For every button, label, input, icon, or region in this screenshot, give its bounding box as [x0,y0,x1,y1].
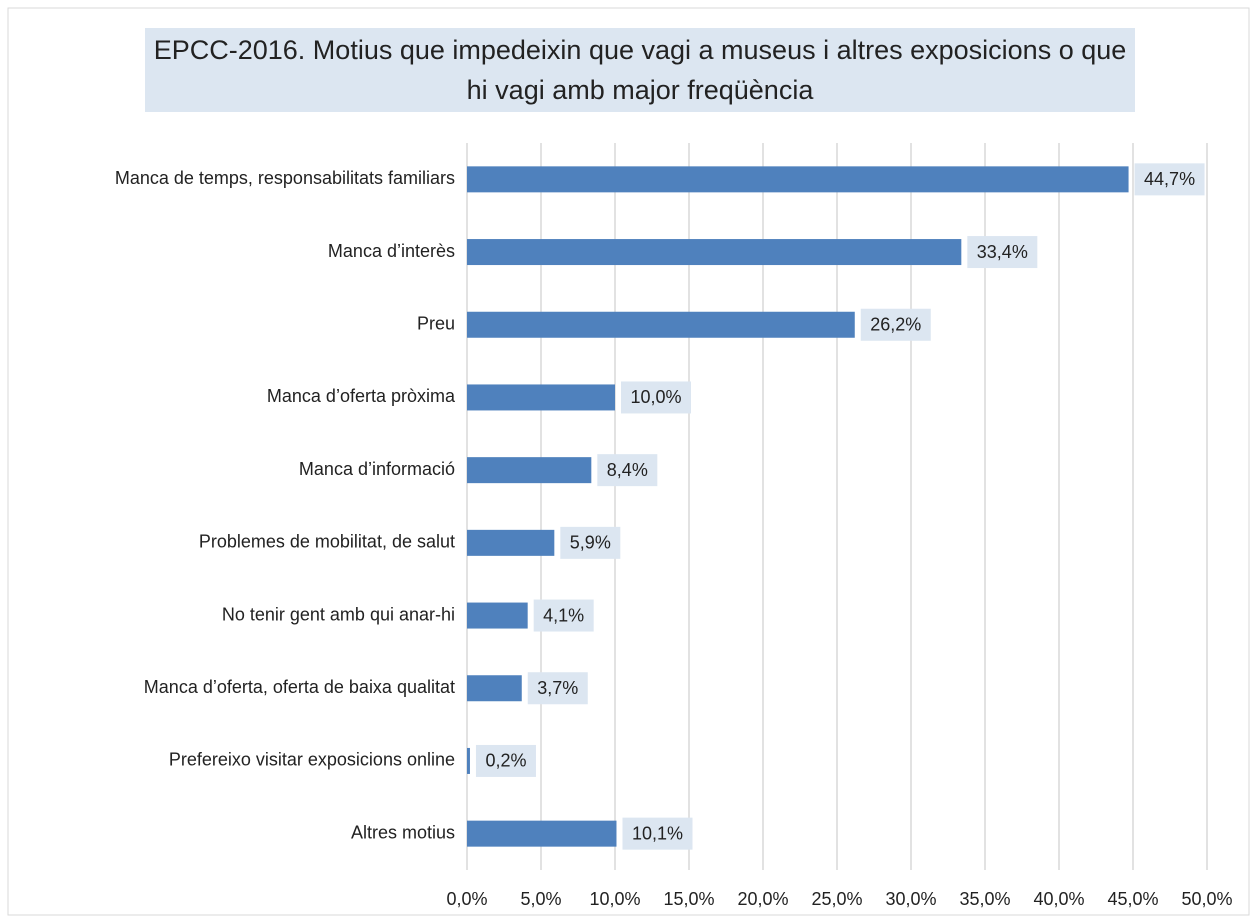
bar [467,675,522,702]
data-label-bg [475,744,536,777]
bar [467,747,470,774]
x-tick-label: 35,0% [959,889,1010,909]
y-tick-label: No tenir gent amb qui anar-hi [222,604,455,624]
data-label: 26,2% [870,315,921,335]
x-tick-label: 20,0% [737,889,788,909]
data-label-bg [597,454,658,487]
y-tick-label: Manca d’oferta pròxima [267,386,456,406]
data-label-bg [533,599,594,632]
data-label-bg [621,381,691,414]
y-tick-label: Manca d’informació [299,459,455,479]
data-label: 0,2% [485,751,526,771]
x-tick-label: 40,0% [1033,889,1084,909]
chart-border [7,7,1250,916]
y-tick-label: Manca d’interès [328,241,455,261]
data-label: 44,7% [1144,169,1195,189]
chart-title: EPCC-2016. Motius que impedeixin que vag… [145,28,1135,112]
data-label: 10,1% [632,823,683,843]
y-tick-label: Prefereixo visitar exposicions online [169,750,455,770]
x-tick-label: 45,0% [1107,889,1158,909]
y-tick-label: Preu [417,314,455,334]
data-label-bg [560,526,621,559]
y-tick-label: Manca de temps, responsabilitats familia… [115,168,455,188]
x-tick-label: 10,0% [589,889,640,909]
x-tick-label: 15,0% [663,889,714,909]
bar [467,384,615,411]
bar [467,457,592,484]
data-label-bg [622,817,693,850]
data-label-bg [527,672,588,705]
y-tick-label: Manca d’oferta, oferta de baixa qualitat [144,677,455,697]
x-tick-label: 50,0% [1181,889,1232,909]
bar [467,529,555,556]
bar [467,239,962,266]
x-tick-label: 5,0% [520,889,561,909]
y-tick-label: Problemes de mobilitat, de salut [199,532,455,552]
data-label: 4,1% [543,605,584,625]
x-tick-label: 25,0% [811,889,862,909]
data-label-bg [967,236,1038,269]
data-label: 8,4% [607,460,648,480]
data-label-bg [860,308,931,341]
bar [467,602,528,629]
bar [467,820,617,847]
bar [467,311,855,338]
x-tick-label: 30,0% [885,889,936,909]
data-label-bg [1134,163,1205,196]
data-label: 5,9% [570,533,611,553]
x-tick-label: 0,0% [446,889,487,909]
data-label: 33,4% [977,242,1028,262]
data-label: 3,7% [537,678,578,698]
bar [467,166,1129,193]
data-label: 10,0% [630,387,681,407]
y-tick-label: Altres motius [351,822,455,842]
